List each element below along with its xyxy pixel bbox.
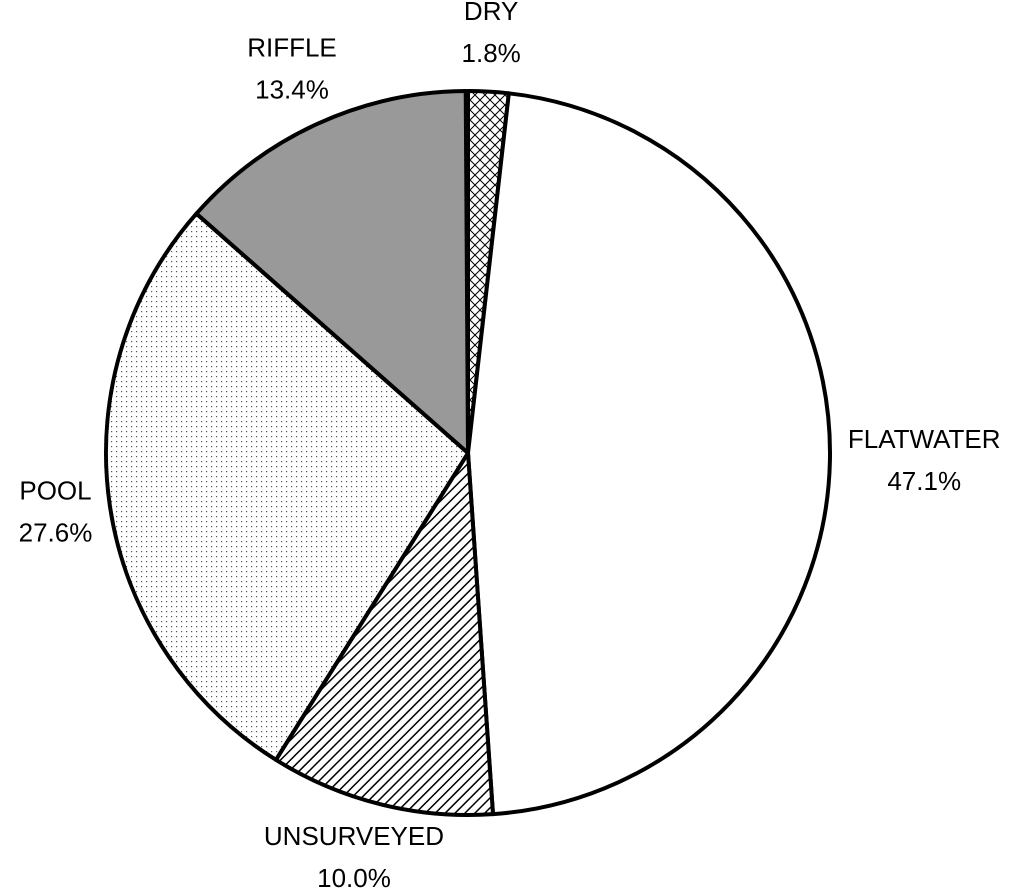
pie-slice (466, 91, 832, 817)
category-label: RIFFLE (247, 33, 337, 63)
value-label: 27.6% (19, 517, 93, 547)
labels: DRY 1.8% FLATWATER 47.1% UNSURVEYED 10.0% POOL… (19, 0, 1001, 893)
slices (104, 89, 832, 817)
slice-label: FLATWATER 47.1% (848, 424, 1001, 496)
category-label: FLATWATER (848, 424, 1001, 454)
pie-slice (273, 451, 495, 817)
pie-slice (104, 211, 470, 762)
slice-label: POOL 27.6% (19, 475, 93, 547)
value-label: 13.4% (255, 75, 329, 105)
value-label: 47.1% (887, 466, 961, 496)
category-label: POOL (19, 475, 91, 505)
value-label: 1.8% (462, 38, 521, 68)
slice-label: UNSURVEYED 10.0% (264, 821, 444, 893)
slice-label: RIFFLE 13.4% (247, 33, 337, 105)
pie-slice (194, 89, 470, 455)
category-label: DRY (464, 0, 518, 26)
category-label: UNSURVEYED (264, 821, 444, 851)
value-label: 10.0% (317, 863, 391, 893)
slice-label: DRY 1.8% (462, 0, 521, 68)
